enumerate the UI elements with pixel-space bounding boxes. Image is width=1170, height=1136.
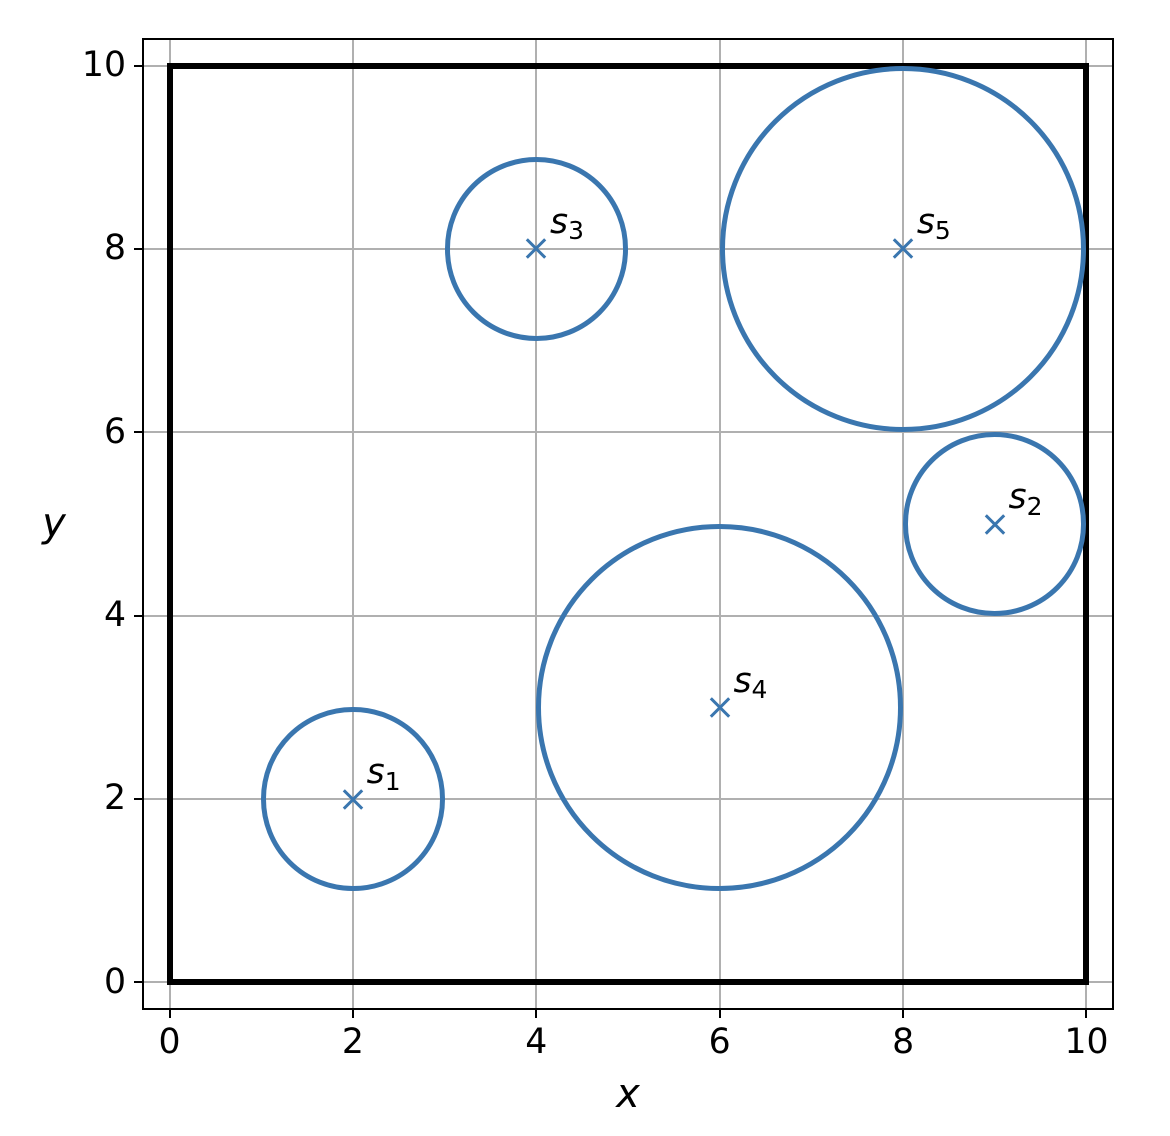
point-label-text: s bbox=[550, 202, 568, 242]
xtick-mark bbox=[169, 1010, 171, 1018]
xtick-label: 8 bbox=[863, 1022, 943, 1062]
y-axis-label-text: y bbox=[42, 500, 66, 546]
ytick-label: 2 bbox=[56, 778, 126, 818]
point-label-sub: 2 bbox=[1027, 492, 1043, 521]
point-label-text: s bbox=[917, 202, 935, 242]
marker-s5 bbox=[893, 239, 913, 259]
point-label-sub: 1 bbox=[385, 767, 401, 796]
point-label-text: s bbox=[733, 661, 751, 701]
point-label-s5: s5 bbox=[917, 202, 951, 242]
ytick-label: 10 bbox=[56, 45, 126, 85]
xtick-label: 2 bbox=[313, 1022, 393, 1062]
xtick-label: 6 bbox=[680, 1022, 760, 1062]
xtick-mark bbox=[1085, 1010, 1087, 1018]
marker-s4 bbox=[710, 697, 730, 717]
point-label-s4: s4 bbox=[733, 661, 767, 701]
point-label-sub: 5 bbox=[935, 216, 951, 245]
point-label-text: s bbox=[1009, 477, 1027, 517]
x-axis-label: x bbox=[578, 1071, 678, 1117]
y-axis-label: y bbox=[4, 500, 104, 546]
chart-figure: s1s2s3s4s5 02468100246810 x y bbox=[0, 0, 1170, 1136]
marker-s2 bbox=[985, 514, 1005, 534]
xtick-mark bbox=[352, 1010, 354, 1018]
point-label-sub: 4 bbox=[752, 675, 768, 704]
point-label-text: s bbox=[367, 752, 385, 792]
spine-bottom bbox=[142, 1008, 1114, 1010]
spine-left bbox=[142, 38, 144, 1010]
xtick-mark bbox=[902, 1010, 904, 1018]
xtick-label: 0 bbox=[130, 1022, 210, 1062]
point-label-sub: 3 bbox=[568, 216, 584, 245]
ytick-label: 8 bbox=[56, 228, 126, 268]
spine-right bbox=[1112, 38, 1114, 1010]
ytick-mark bbox=[134, 615, 142, 617]
xtick-mark bbox=[535, 1010, 537, 1018]
xtick-mark bbox=[719, 1010, 721, 1018]
xtick-label: 4 bbox=[496, 1022, 576, 1062]
xtick-label: 10 bbox=[1046, 1022, 1126, 1062]
point-label-s2: s2 bbox=[1009, 477, 1043, 517]
point-label-s3: s3 bbox=[550, 202, 584, 242]
point-label-s1: s1 bbox=[367, 752, 401, 792]
ytick-mark bbox=[134, 431, 142, 433]
ytick-mark bbox=[134, 248, 142, 250]
ytick-mark bbox=[134, 981, 142, 983]
marker-s1 bbox=[343, 789, 363, 809]
spine-top bbox=[142, 38, 1114, 40]
ytick-label: 0 bbox=[56, 962, 126, 1002]
ytick-mark bbox=[134, 65, 142, 67]
x-axis-label-text: x bbox=[616, 1071, 640, 1117]
plot-clip: s1s2s3s4s5 bbox=[142, 38, 1114, 1010]
ytick-mark bbox=[134, 798, 142, 800]
ytick-label: 4 bbox=[56, 595, 126, 635]
marker-s3 bbox=[526, 239, 546, 259]
ytick-label: 6 bbox=[56, 412, 126, 452]
plot-area: s1s2s3s4s5 bbox=[142, 38, 1114, 1010]
